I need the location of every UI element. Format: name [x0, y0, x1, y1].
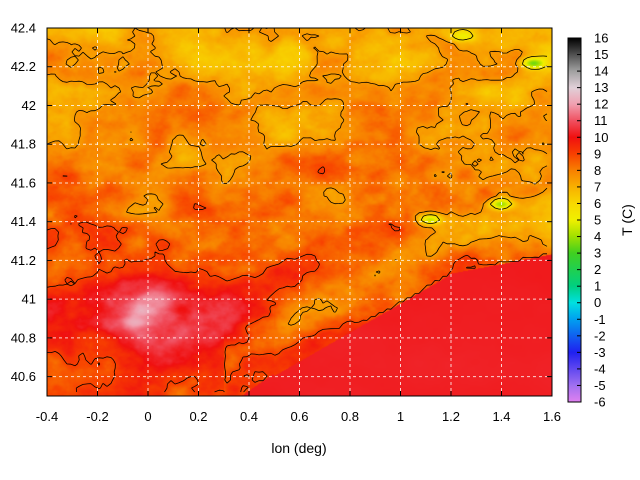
colorbar-tick-label: 12: [594, 97, 608, 112]
x-tick-label: 0.8: [341, 409, 359, 424]
colorbar-tick-label: 9: [594, 146, 601, 161]
y-tick-label: 42: [22, 98, 36, 113]
x-tick-label: 0.4: [240, 409, 258, 424]
colorbar-tick-label: 2: [594, 262, 601, 277]
y-tick-label: 42.2: [11, 59, 36, 74]
x-tick-label: 1.4: [492, 409, 510, 424]
colorbar-tick-label: 0: [594, 295, 601, 310]
y-tick-label: 41.2: [11, 253, 36, 268]
y-axis: 40.6 40.8 41 41.2 41.4 41.6 41.8 42 42.2 42.4: [11, 21, 552, 384]
colorbar-tick-label: 13: [594, 80, 608, 95]
y-tick-label: 40.6: [11, 369, 36, 384]
x-tick-label: 1.2: [442, 409, 460, 424]
x-tick-label: 0.2: [189, 409, 207, 424]
colorbar-tick-label: -3: [594, 345, 606, 360]
y-tick-label: 42.4: [11, 21, 36, 36]
colorbar-tick-label: 15: [594, 47, 608, 62]
colorbar-tick-label: 11: [594, 113, 608, 128]
x-tick-label: 1: [397, 409, 404, 424]
colorbar-tick-label: 16: [594, 31, 608, 46]
colorbar-tick-label: -6: [594, 395, 606, 410]
colorbar-tick-label: 3: [594, 246, 601, 261]
y-tick-label: 41.4: [11, 214, 36, 229]
x-axis: -0.4 -0.2 0 0.2 0.4 0.6 0.8 1 1.2 1.4 1.6: [36, 28, 561, 424]
x-tick-label: -0.4: [36, 409, 58, 424]
grid-lines: [47, 28, 552, 396]
x-tick-label: 0: [144, 409, 151, 424]
colorbar-tick-label: 7: [594, 179, 601, 194]
colorbar-title: T (C): [619, 204, 635, 236]
colorbar-tick-label: -2: [594, 328, 606, 343]
plot-area: [47, 28, 552, 396]
y-tick-label: 41: [22, 292, 36, 307]
contour-line: [47, 166, 547, 393]
y-tick-label: 41.8: [11, 137, 36, 152]
x-axis-title: lon (deg): [271, 440, 326, 456]
y-tick-label: 41.6: [11, 175, 36, 190]
colorbar-tick-label: 14: [594, 64, 608, 79]
colorbar-tick-label: 6: [594, 196, 601, 211]
y-tick-label: 40.8: [11, 330, 36, 345]
colorbar-tick-label: 5: [594, 213, 601, 228]
colorbar-tick-label: -5: [594, 378, 606, 393]
colorbar-tick-label: 10: [594, 130, 608, 145]
colorbar-tick-label: 8: [594, 163, 601, 178]
colorbar-tick-label: -4: [594, 361, 606, 376]
x-tick-label: 0.6: [290, 409, 308, 424]
x-tick-label: 1.6: [543, 409, 561, 424]
x-tick-label: -0.2: [86, 409, 108, 424]
colorbar-tick-label: 4: [594, 229, 601, 244]
colorbar-tick-label: -1: [594, 312, 606, 327]
contour-line: [47, 28, 548, 326]
colorbar-tick-label: 1: [594, 279, 601, 294]
